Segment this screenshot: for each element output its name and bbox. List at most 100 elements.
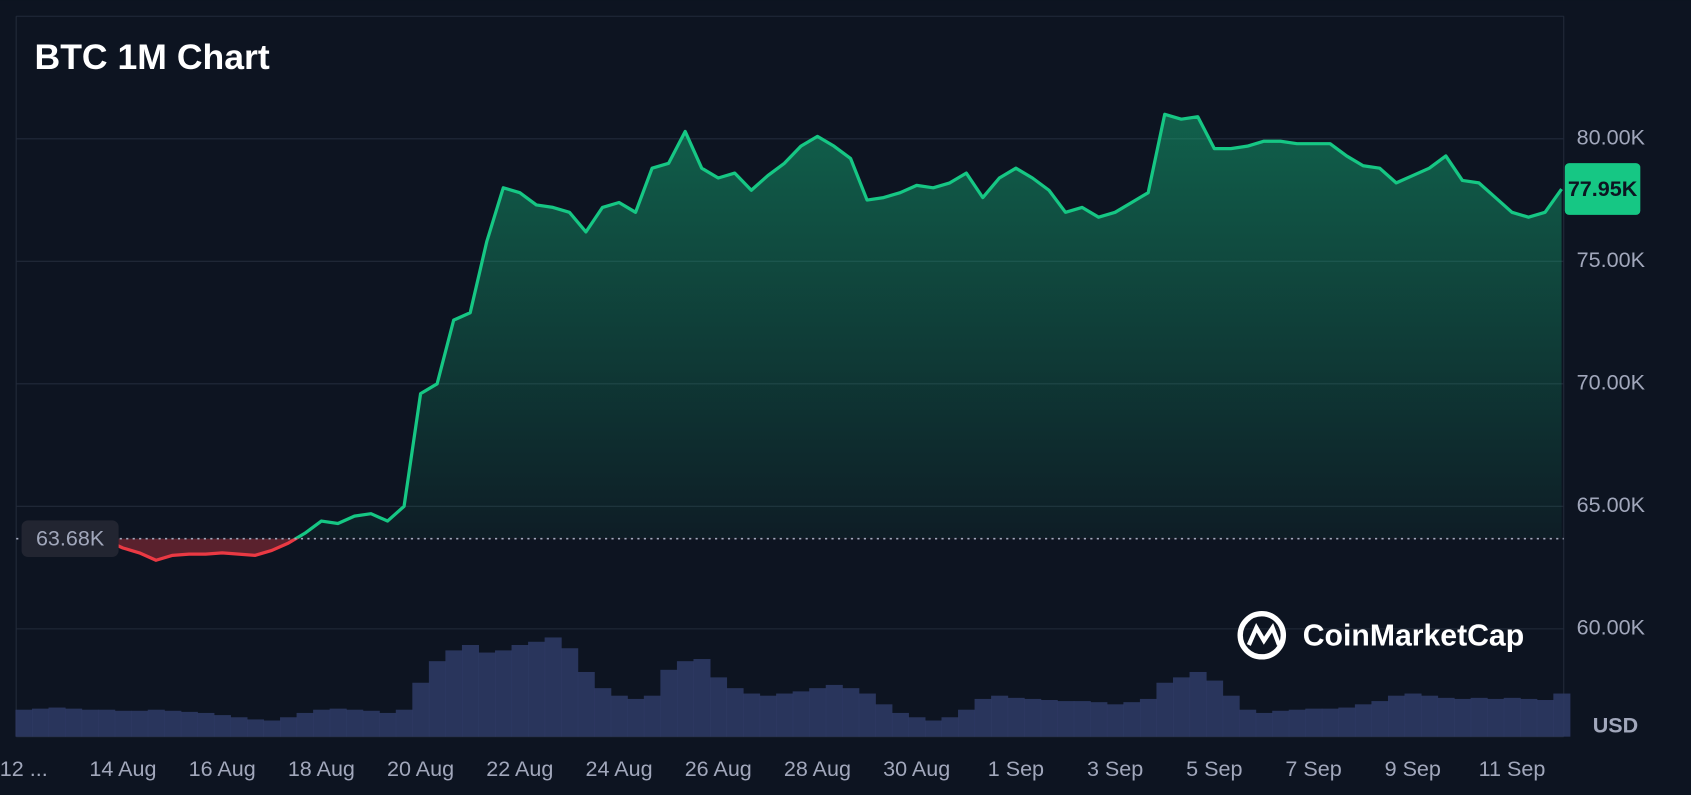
volume-bar	[31, 708, 50, 737]
volume-bar	[1536, 700, 1554, 737]
volume-bar	[941, 717, 959, 737]
volume-bar	[1106, 704, 1124, 737]
volume-bar	[1503, 697, 1521, 737]
baseline-label: 63.68K	[36, 525, 105, 550]
volume-bar	[858, 693, 876, 737]
volume-bar	[329, 708, 347, 737]
baseline-tag	[21, 520, 119, 558]
volume-bar	[825, 684, 843, 737]
volume-bar	[1222, 695, 1240, 737]
volume-bar	[577, 671, 595, 737]
volume-bar	[1139, 698, 1157, 737]
watermark-logo	[1237, 611, 1287, 660]
volume-bar	[1338, 707, 1356, 737]
x-tick-label: 5 Sep	[1186, 756, 1242, 781]
watermark: CoinMarketCap	[1303, 619, 1524, 652]
volume-bar	[627, 698, 645, 737]
x-tick-label: 1 Sep	[988, 756, 1044, 781]
currency-label: USD	[1593, 713, 1639, 738]
y-tick-label: 60.00K	[1577, 615, 1646, 640]
volume-bar	[48, 707, 66, 737]
last-price-tag	[1564, 163, 1641, 215]
volume-bar	[776, 693, 794, 737]
volume-bar	[1090, 702, 1108, 737]
volume-bar	[1321, 708, 1339, 737]
volume-bar	[280, 717, 298, 737]
x-tick-label: 28 Aug	[784, 756, 851, 781]
y-tick-label: 80.00K	[1577, 124, 1646, 149]
volume-bar	[313, 709, 331, 737]
volume-bar	[643, 695, 661, 737]
x-tick-label: 24 Aug	[585, 756, 652, 781]
volume-bar	[1255, 712, 1273, 737]
volume-bar	[15, 709, 33, 737]
volume-bar	[65, 708, 83, 737]
volume-bar	[81, 709, 99, 737]
volume-bar	[197, 712, 215, 737]
y-tick-label: 65.00K	[1577, 492, 1646, 517]
volume-bar	[792, 691, 810, 737]
volume-bar	[1057, 701, 1075, 737]
last-price-label: 77.95K	[1568, 176, 1638, 201]
volume-bar	[495, 650, 513, 737]
volume-bar	[924, 720, 943, 737]
volume-bar	[1172, 677, 1191, 737]
volume-bar	[395, 709, 413, 737]
volume-bar	[1487, 698, 1505, 737]
volume-bar	[1123, 702, 1141, 737]
volume-bar	[991, 695, 1009, 737]
volume-bar	[1437, 697, 1455, 737]
x-tick-label: 9 Sep	[1385, 756, 1441, 781]
volume-bar	[213, 715, 231, 737]
volume-bar	[1454, 698, 1472, 737]
volume-bar	[362, 710, 380, 737]
volume-bar	[544, 637, 562, 737]
x-tick-label: 3 Sep	[1087, 756, 1143, 781]
volume-bar	[809, 688, 827, 737]
volume-bar	[1371, 701, 1389, 737]
volume-bar	[1073, 701, 1091, 737]
volume-bar	[461, 645, 480, 737]
x-tick-label: 20 Aug	[387, 756, 454, 781]
volume-bar	[1007, 697, 1025, 737]
volume-bar	[263, 720, 281, 737]
volume-bar	[660, 669, 678, 737]
plot: 60.00K 65.00K 70.00K 75.00K 80.00K 12 ... 14 A…	[0, 112, 1646, 781]
volume-bar	[610, 695, 628, 737]
volume-bar	[230, 717, 248, 737]
volume-bar	[180, 711, 198, 737]
volume-bar	[1305, 708, 1323, 737]
volume-bar	[1206, 680, 1224, 737]
volume-bar	[511, 645, 529, 737]
volume-bar	[164, 710, 182, 737]
x-tick-label: 18 Aug	[288, 756, 355, 781]
x-tick-label: 7 Sep	[1285, 756, 1341, 781]
volume-bar	[246, 719, 265, 737]
x-tick-label: 30 Aug	[883, 756, 950, 781]
x-tick-label: 14 Aug	[89, 756, 156, 781]
x-tick-label: 26 Aug	[685, 756, 752, 781]
volume-bar	[974, 698, 992, 737]
volume-bar	[1272, 710, 1290, 737]
x-tick-label: 16 Aug	[189, 756, 256, 781]
volume-bar	[114, 710, 132, 737]
volume-bar	[561, 648, 579, 737]
volume-bar	[594, 688, 612, 737]
x-tick-label: 12 ...	[0, 756, 48, 781]
volume-bar	[875, 704, 893, 737]
volume-bar	[759, 695, 777, 737]
volume-bar	[891, 712, 909, 737]
volume-bar	[428, 661, 446, 737]
volume-bar	[1387, 695, 1406, 737]
y-tick-label: 75.00K	[1577, 247, 1646, 272]
volume-bar	[445, 650, 463, 737]
volume-bar	[1239, 709, 1257, 737]
volume-bar	[1189, 671, 1207, 737]
volume-bar	[842, 688, 860, 737]
volume-bar	[958, 709, 976, 737]
price-area	[23, 114, 1562, 561]
x-tick-label: 11 Sep	[1479, 756, 1546, 781]
volume-bar	[693, 659, 711, 737]
volume-bar	[1288, 709, 1306, 737]
